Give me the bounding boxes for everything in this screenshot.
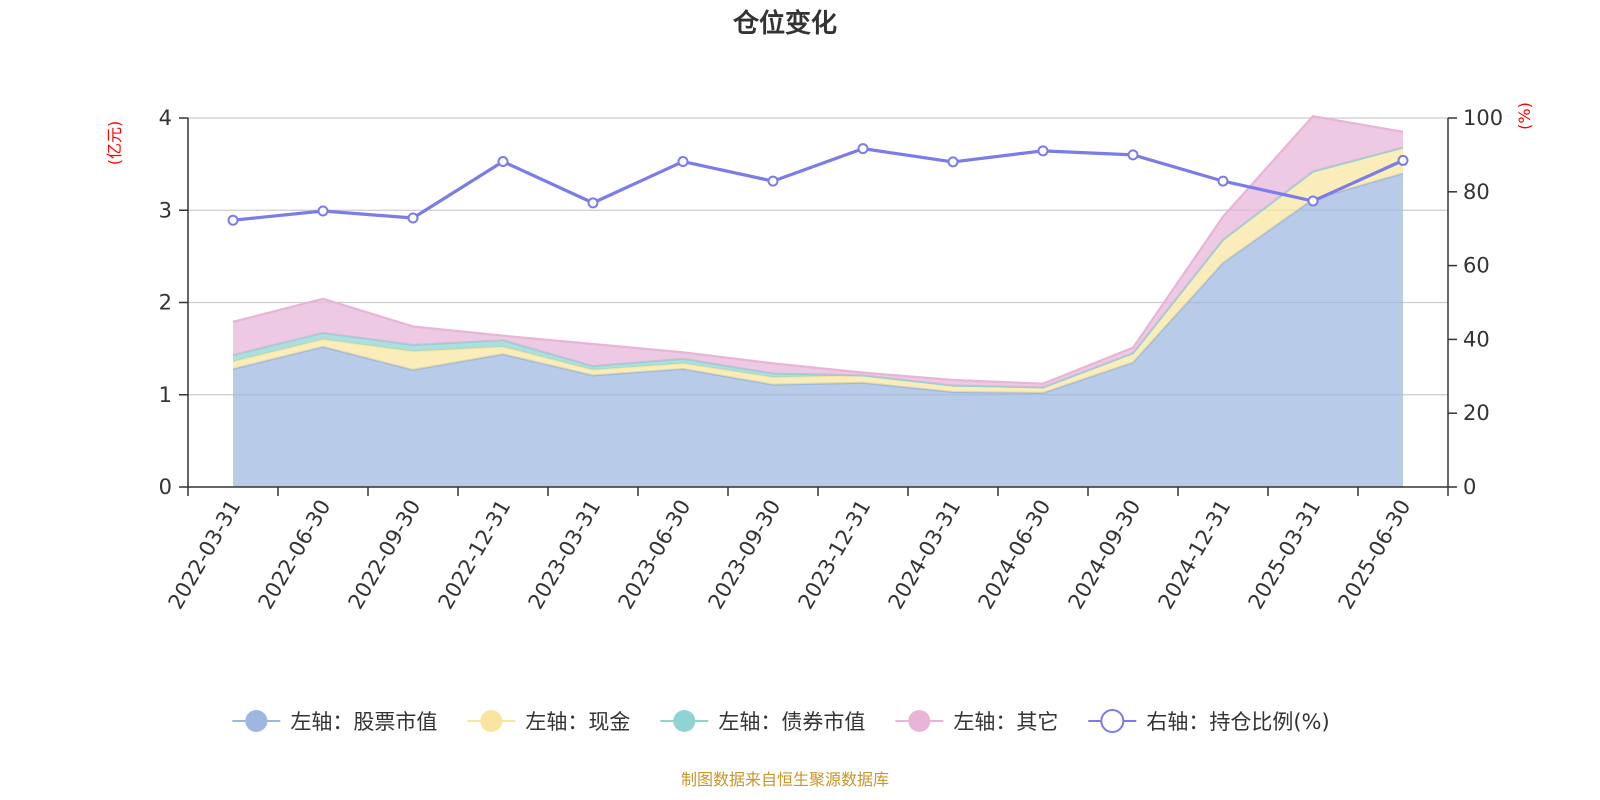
x-tick-label: 2024-12-31 bbox=[1154, 496, 1236, 614]
stacked-areas bbox=[232, 114, 1404, 487]
ratio-point bbox=[407, 212, 419, 224]
legend-label: 左轴：股票市值 bbox=[290, 710, 437, 734]
ratio-point bbox=[497, 156, 509, 168]
right-tick-label: 80 bbox=[1463, 180, 1490, 204]
x-tick-label: 2022-09-30 bbox=[344, 496, 426, 614]
left-tick-label: 1 bbox=[159, 383, 172, 407]
x-tick-label: 2022-12-31 bbox=[434, 496, 516, 614]
left-tick-label: 0 bbox=[159, 475, 172, 499]
legend-marker bbox=[245, 710, 268, 732]
ratio-point bbox=[1397, 154, 1409, 166]
ratio-point bbox=[1217, 175, 1229, 187]
area-左轴：股票市值 bbox=[233, 173, 1403, 487]
ratio-line-series bbox=[227, 143, 1409, 226]
x-tick-label: 2024-09-30 bbox=[1064, 496, 1146, 614]
right-axis-unit: (%) bbox=[1515, 102, 1534, 130]
x-tick-label: 2024-06-30 bbox=[974, 496, 1056, 614]
legend-marker bbox=[480, 710, 503, 732]
chart-title: 仓位变化 bbox=[732, 8, 837, 39]
right-tick-label: 60 bbox=[1463, 254, 1490, 278]
x-tick-label: 2022-06-30 bbox=[254, 496, 336, 614]
left-tick-label: 2 bbox=[159, 291, 172, 315]
x-tick-label: 2023-06-30 bbox=[614, 496, 696, 614]
ratio-point bbox=[677, 156, 689, 168]
ratio-point bbox=[767, 175, 779, 187]
ratio-point bbox=[587, 197, 599, 209]
source-note: 制图数据来自恒生聚源数据库 bbox=[681, 770, 889, 789]
left-tick-label: 3 bbox=[159, 198, 172, 222]
x-tick-label: 2023-09-30 bbox=[704, 496, 786, 614]
legend-marker bbox=[1100, 709, 1125, 733]
area-edge-左轴：其它 bbox=[232, 114, 1404, 385]
left-tick-label: 4 bbox=[159, 106, 172, 130]
ratio-point bbox=[1307, 195, 1319, 207]
legend-label: 左轴：其它 bbox=[953, 710, 1058, 734]
legend-label: 右轴：持仓比例(%) bbox=[1146, 710, 1329, 734]
x-tick-label: 2023-12-31 bbox=[794, 496, 876, 614]
right-tick-label: 100 bbox=[1463, 106, 1503, 130]
legend-label: 左轴：现金 bbox=[525, 710, 630, 734]
ratio-point bbox=[227, 214, 239, 226]
legend-marker bbox=[908, 710, 931, 732]
x-tick-label: 2024-03-31 bbox=[884, 496, 966, 614]
legend: 左轴：股票市值 左轴：现金 左轴：债券市值 左轴：其它 右轴：持仓比例(%) bbox=[232, 709, 1330, 734]
right-tick-label: 20 bbox=[1463, 401, 1490, 425]
ratio-point bbox=[1037, 145, 1049, 157]
x-tick-label: 2022-03-31 bbox=[164, 496, 246, 614]
x-tick-label: 2025-06-30 bbox=[1334, 496, 1416, 614]
legend-marker bbox=[673, 710, 696, 732]
right-tick-label: 40 bbox=[1463, 327, 1490, 351]
right-tick-label: 0 bbox=[1463, 475, 1476, 499]
left-axis-unit: (亿元) bbox=[105, 121, 124, 166]
legend-label: 左轴：债券市值 bbox=[718, 710, 865, 734]
ratio-point bbox=[1127, 149, 1139, 161]
ratio-point bbox=[947, 156, 959, 168]
ratio-point bbox=[317, 205, 329, 217]
ratio-line bbox=[232, 147, 1404, 222]
ratio-point bbox=[857, 143, 869, 155]
x-tick-label: 2023-03-31 bbox=[524, 496, 606, 614]
x-tick-label: 2025-03-31 bbox=[1244, 496, 1326, 614]
